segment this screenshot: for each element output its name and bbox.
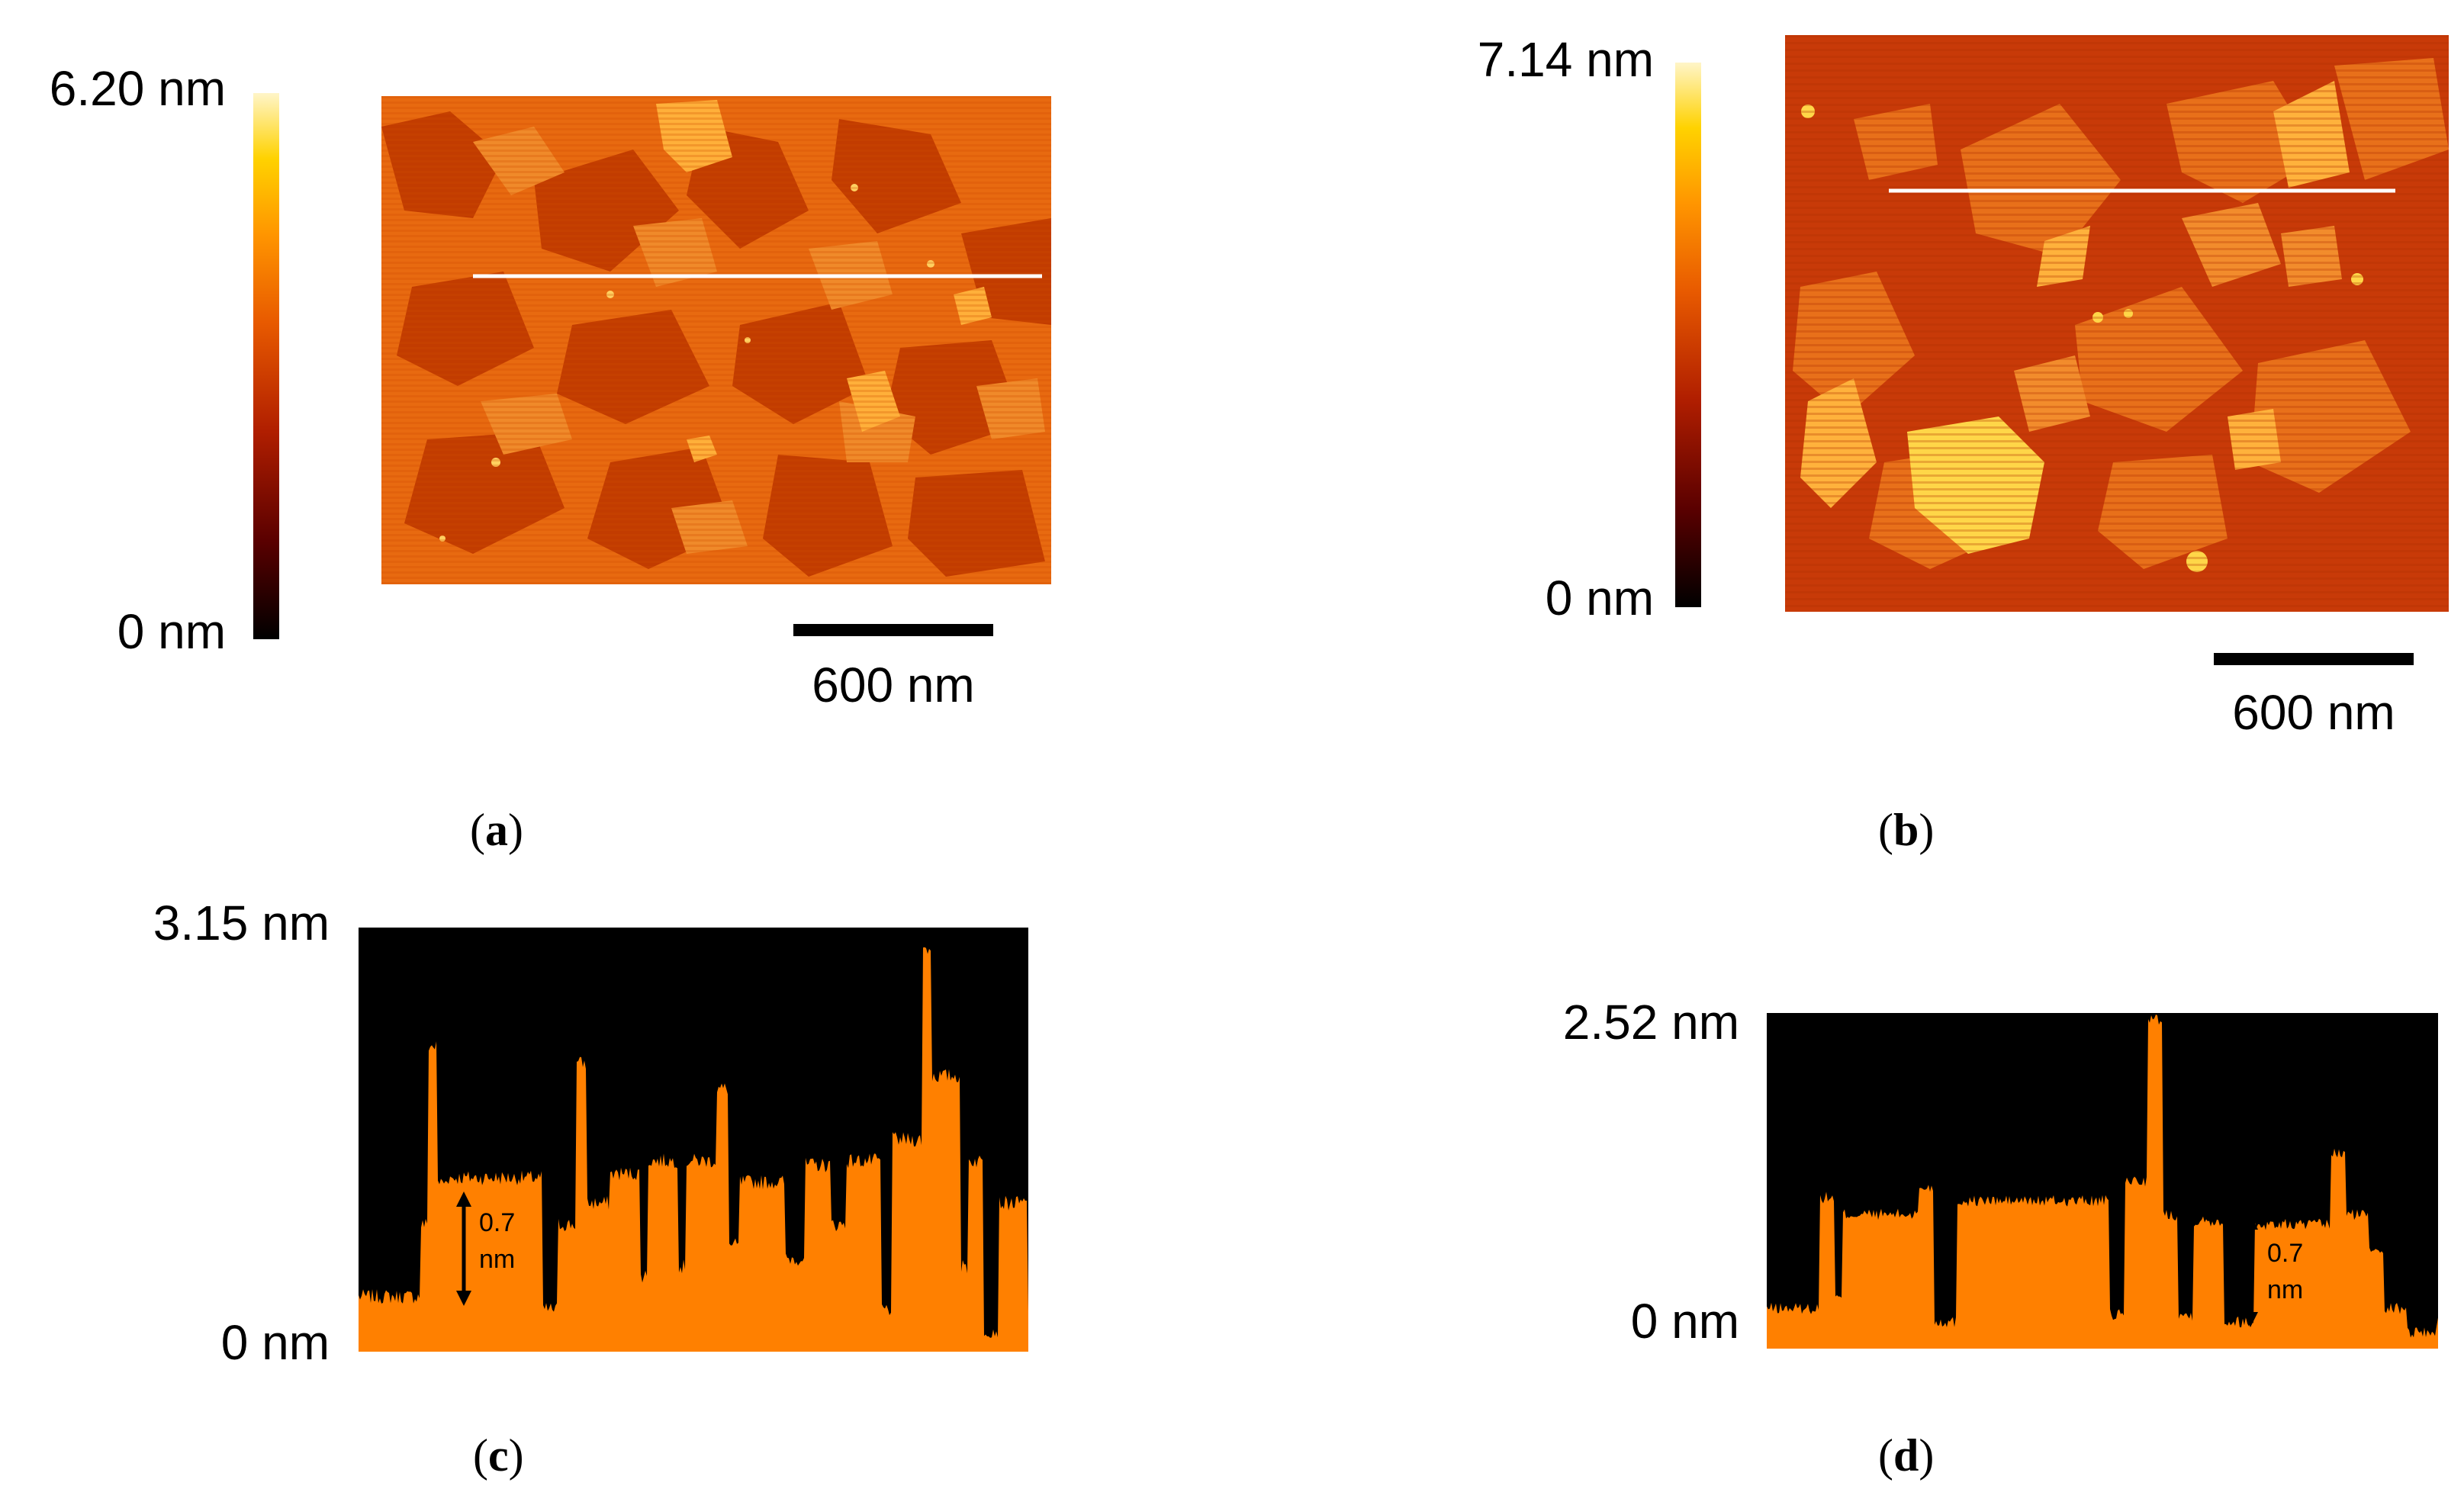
colorbar-max-label-b: 7.14 nm (1477, 32, 1654, 87)
step-height-arrow-d (2241, 1214, 2260, 1331)
colorbar-min-label-b: 0 nm (1545, 571, 1654, 625)
height-profile-c (359, 928, 1028, 1352)
profile-trace-c (359, 947, 1028, 1352)
caption-a: (a) (470, 805, 523, 855)
step-height-label-c: 0.7 nm (479, 1208, 516, 1274)
scalebar-b (2214, 653, 2414, 665)
colorbar-b (1675, 63, 1701, 607)
profile-ymin-label-d: 0 nm (1630, 1294, 1739, 1349)
step-height-label-d: 0.7 nm (2267, 1239, 2304, 1304)
scalebar-label-a: 600 nm (812, 658, 975, 712)
colorbar-max-label-a: 6.20 nm (49, 61, 226, 116)
caption-d: (d) (1878, 1430, 1935, 1481)
scalebar-a (793, 624, 993, 636)
colorbar-a (253, 93, 279, 639)
profile-trace-d (1767, 1015, 2438, 1349)
afm-height-image-b (1785, 35, 2449, 612)
caption-c: (c) (473, 1430, 524, 1481)
afm-height-image-a (381, 96, 1051, 584)
height-profile-d (1767, 1013, 2438, 1349)
caption-b: (b) (1878, 805, 1935, 855)
profile-ymin-label-c: 0 nm (220, 1315, 330, 1370)
step-height-arrow-c (455, 1191, 473, 1310)
profile-ymax-label-d: 2.52 nm (1562, 995, 1739, 1050)
scalebar-label-b: 600 nm (2232, 685, 2395, 740)
profile-ymax-label-c: 3.15 nm (153, 896, 330, 950)
colorbar-min-label-a: 0 nm (117, 604, 226, 659)
